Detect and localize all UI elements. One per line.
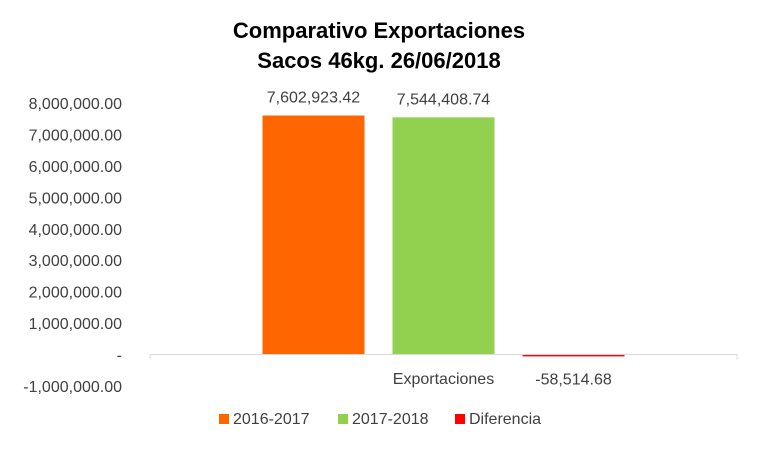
x-category-label: Exportaciones <box>393 371 494 388</box>
y-tick-label: 3,000,000.00 <box>29 253 123 270</box>
y-tick-label: 1,000,000.00 <box>29 316 123 333</box>
y-tick-label: - <box>117 348 122 365</box>
legend-swatch <box>338 414 348 424</box>
legend-swatch <box>455 414 465 424</box>
data-label: -58,514.68 <box>535 372 612 389</box>
y-tick-label: 4,000,000.00 <box>29 222 123 239</box>
zero-axis-line <box>149 354 738 360</box>
legend-item-label: 2016-2017 <box>233 411 310 428</box>
legend: 2016-2017 2017-2018 Diferencia <box>219 411 541 428</box>
y-tick-label: 8,000,000.00 <box>29 96 123 113</box>
data-label: 7,544,408.74 <box>397 91 491 108</box>
chart-title-line-2: Sacos 46kg. 26/06/2018 <box>257 48 501 73</box>
chart-title: Comparativo Exportaciones Sacos 46kg. 26… <box>0 16 758 76</box>
y-tick-label: 7,000,000.00 <box>29 127 123 144</box>
legend-item-label: Diferencia <box>469 411 541 428</box>
data-labels: 7,602,923.42 7,544,408.74 -58,514.68 <box>267 89 612 388</box>
y-axis: 8,000,000.00 7,000,000.00 6,000,000.00 5,00… <box>23 96 122 396</box>
legend-item-label: 2017-2018 <box>352 411 429 428</box>
y-tick-label: 2,000,000.00 <box>29 285 123 302</box>
data-label: 7,602,923.42 <box>267 89 361 106</box>
y-tick-label: -1,000,000.00 <box>23 379 122 396</box>
chart-title-line-1: Comparativo Exportaciones <box>232 18 526 43</box>
bar-diferencia <box>522 354 625 357</box>
y-tick-label: 5,000,000.00 <box>29 190 123 207</box>
category-labels: Exportaciones <box>393 371 494 388</box>
bar-2016-2017 <box>262 115 365 355</box>
bars <box>262 115 625 357</box>
legend-swatch <box>219 414 229 424</box>
y-tick-label: 6,000,000.00 <box>29 159 123 176</box>
bar-2017-2018 <box>392 117 495 355</box>
